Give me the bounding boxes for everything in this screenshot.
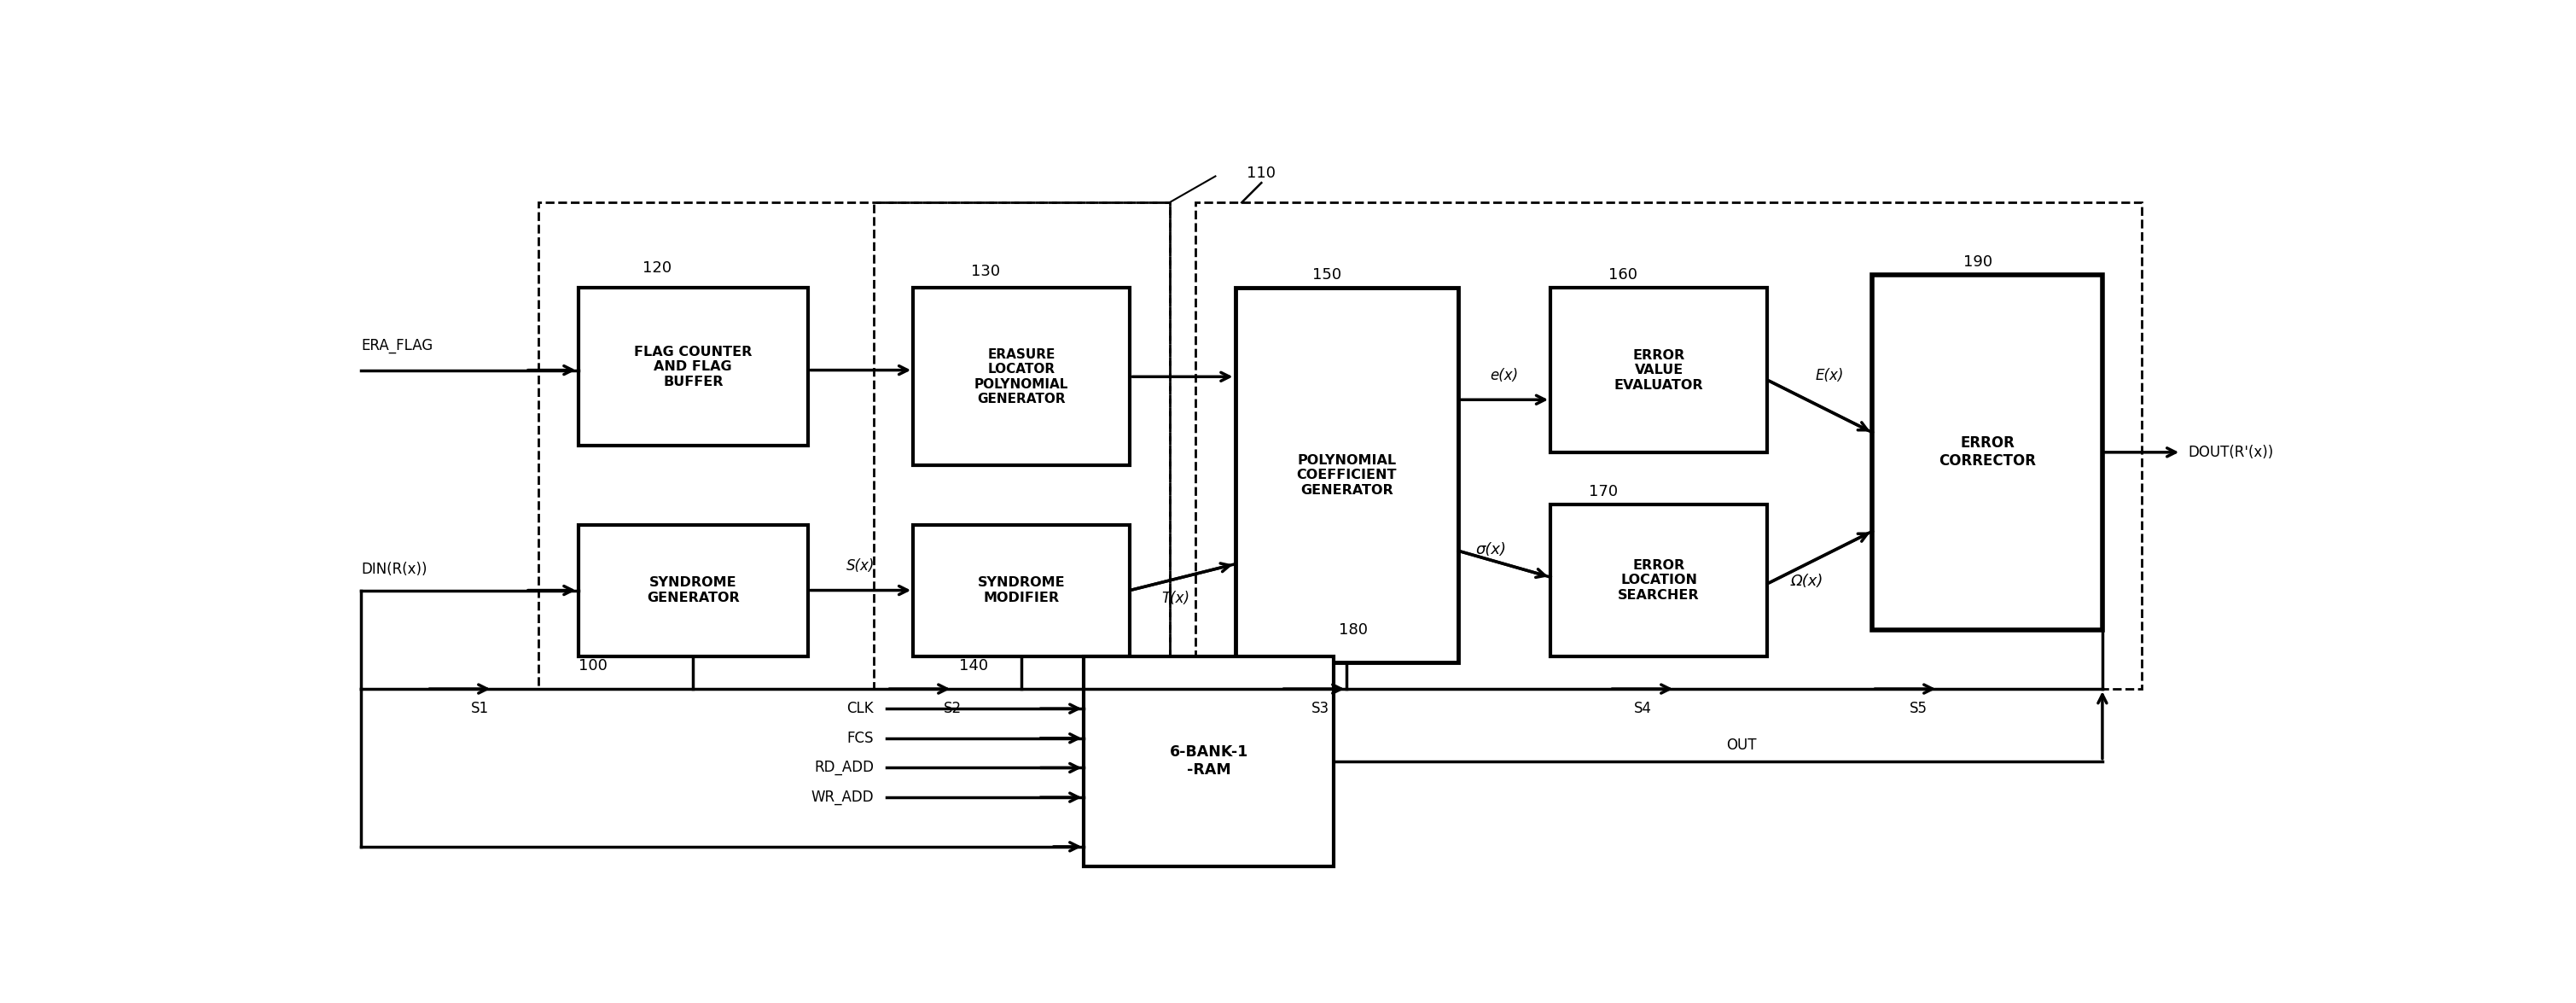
Text: S3: S3 <box>1311 701 1329 716</box>
Text: e(x): e(x) <box>1492 368 1520 383</box>
Text: 190: 190 <box>1963 254 1991 270</box>
Text: OUT: OUT <box>1726 737 1757 752</box>
Bar <box>1084 656 1334 867</box>
Text: S5: S5 <box>1909 701 1927 716</box>
Bar <box>1234 288 1458 663</box>
Text: S(x): S(x) <box>848 559 876 574</box>
Text: 150: 150 <box>1314 267 1342 283</box>
Text: 170: 170 <box>1589 484 1618 499</box>
Text: S2: S2 <box>943 701 961 716</box>
Bar <box>1873 275 2102 630</box>
Text: S1: S1 <box>471 701 489 716</box>
Text: σ(x): σ(x) <box>1476 542 1507 558</box>
Text: ERROR
CORRECTOR: ERROR CORRECTOR <box>1940 435 2035 468</box>
Text: E(x): E(x) <box>1816 368 1844 383</box>
Text: 110: 110 <box>1247 165 1275 181</box>
Text: SYNDROME
GENERATOR: SYNDROME GENERATOR <box>647 577 739 604</box>
Text: ERROR
LOCATION
SEARCHER: ERROR LOCATION SEARCHER <box>1618 560 1700 602</box>
Text: 180: 180 <box>1340 622 1368 638</box>
Text: CLK: CLK <box>848 701 873 716</box>
Bar <box>912 525 1131 656</box>
Text: 100: 100 <box>577 658 608 674</box>
Text: 6-BANK-1
-RAM: 6-BANK-1 -RAM <box>1170 744 1249 777</box>
Bar <box>1551 505 1767 656</box>
Text: RD_ADD: RD_ADD <box>814 760 873 775</box>
Bar <box>873 203 1170 689</box>
Bar <box>538 203 1170 689</box>
Text: POLYNOMIAL
COEFFICIENT
GENERATOR: POLYNOMIAL COEFFICIENT GENERATOR <box>1296 454 1396 496</box>
Bar <box>1195 203 2141 689</box>
Text: 120: 120 <box>641 261 672 276</box>
Text: FLAG COUNTER
AND FLAG
BUFFER: FLAG COUNTER AND FLAG BUFFER <box>634 346 752 388</box>
Text: ERA_FLAG: ERA_FLAG <box>361 338 433 354</box>
Text: SYNDROME
MODIFIER: SYNDROME MODIFIER <box>979 577 1066 604</box>
Bar <box>912 288 1131 465</box>
Text: 130: 130 <box>971 264 999 279</box>
Text: ERROR
VALUE
EVALUATOR: ERROR VALUE EVALUATOR <box>1615 349 1703 391</box>
Text: WR_ADD: WR_ADD <box>811 789 873 805</box>
Text: 160: 160 <box>1607 267 1638 283</box>
Text: Ω(x): Ω(x) <box>1790 574 1824 589</box>
Text: ERASURE
LOCATOR
POLYNOMIAL
GENERATOR: ERASURE LOCATOR POLYNOMIAL GENERATOR <box>974 348 1069 405</box>
Text: DIN(R(x)): DIN(R(x)) <box>361 562 428 577</box>
Bar <box>577 525 809 656</box>
Text: S4: S4 <box>1633 701 1651 716</box>
Text: FCS: FCS <box>848 730 873 746</box>
Bar <box>1551 288 1767 452</box>
Text: 140: 140 <box>958 658 989 674</box>
Text: DOUT(R'(x)): DOUT(R'(x)) <box>2187 444 2275 460</box>
Text: T(x): T(x) <box>1162 591 1190 606</box>
Bar <box>577 288 809 445</box>
